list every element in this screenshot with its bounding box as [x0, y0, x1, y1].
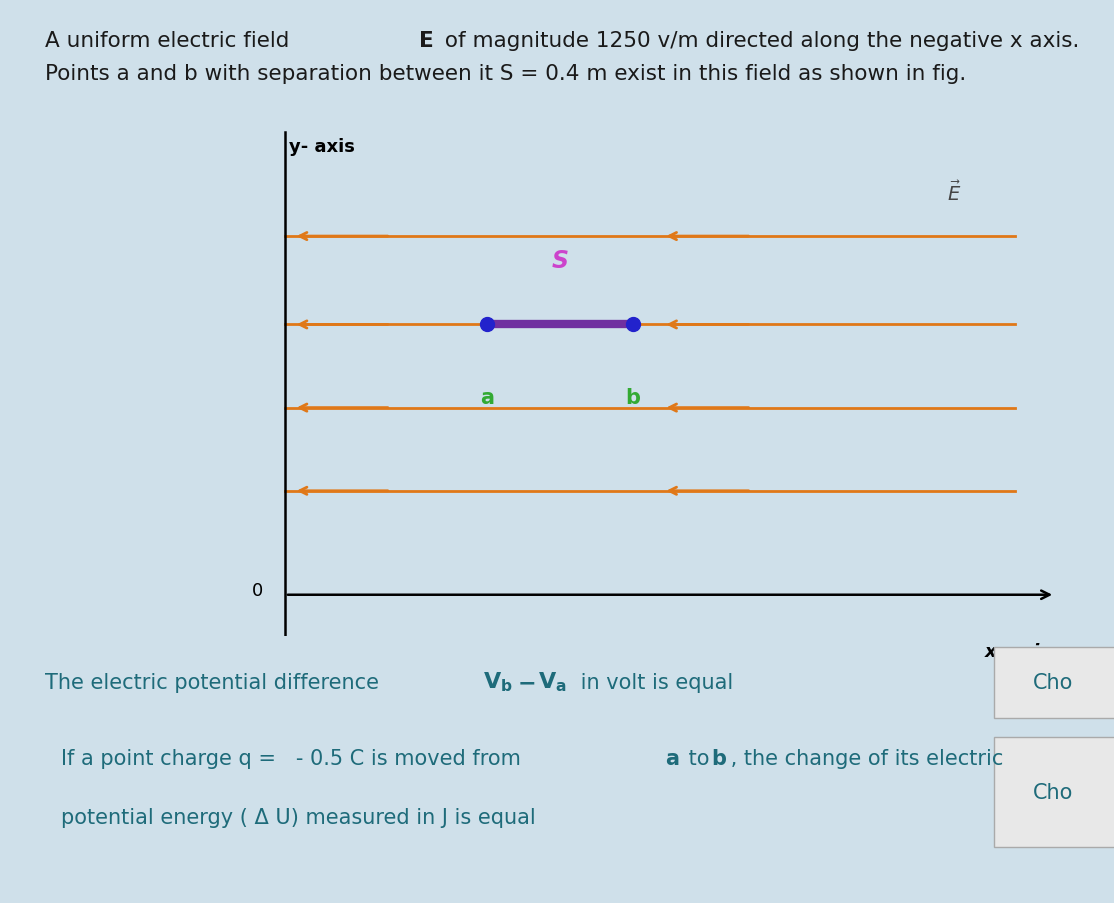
Text: potential energy ( Δ U) measured in J is equal: potential energy ( Δ U) measured in J is… — [61, 807, 536, 827]
Text: $\mathbf{a}$: $\mathbf{a}$ — [665, 749, 680, 768]
Text: b: b — [625, 387, 641, 407]
Text: of magnitude 1250 v/m directed along the negative x axis.: of magnitude 1250 v/m directed along the… — [438, 31, 1079, 51]
Text: If a point charge q =   - 0.5 C is moved from: If a point charge q = - 0.5 C is moved f… — [61, 749, 528, 768]
Text: x- axis: x- axis — [985, 642, 1051, 660]
Text: S: S — [551, 249, 568, 274]
Text: y- axis: y- axis — [290, 138, 355, 156]
Text: to: to — [682, 749, 716, 768]
Text: Cho: Cho — [1033, 673, 1073, 693]
Text: $\vec{E}$: $\vec{E}$ — [947, 181, 961, 205]
Text: Points a and b with separation between it S = 0.4 m exist in this field as shown: Points a and b with separation between i… — [45, 64, 966, 84]
Text: a: a — [480, 387, 495, 407]
Text: in volt is equal: in volt is equal — [574, 672, 733, 692]
Text: A uniform electric field: A uniform electric field — [45, 31, 303, 51]
Text: Cho: Cho — [1033, 782, 1073, 802]
Text: The electric potential difference: The electric potential difference — [45, 672, 385, 692]
Text: $\mathbf{V_a}$: $\mathbf{V_a}$ — [538, 670, 567, 694]
Text: , the change of its electric: , the change of its electric — [724, 749, 1004, 768]
Text: $\mathbf{b}$: $\mathbf{b}$ — [711, 749, 726, 768]
Text: $\mathbf{V_b}$: $\mathbf{V_b}$ — [483, 670, 514, 694]
Text: $\mathbf{-}$: $\mathbf{-}$ — [517, 672, 535, 692]
Text: E: E — [419, 31, 433, 51]
Text: 0: 0 — [252, 581, 263, 599]
